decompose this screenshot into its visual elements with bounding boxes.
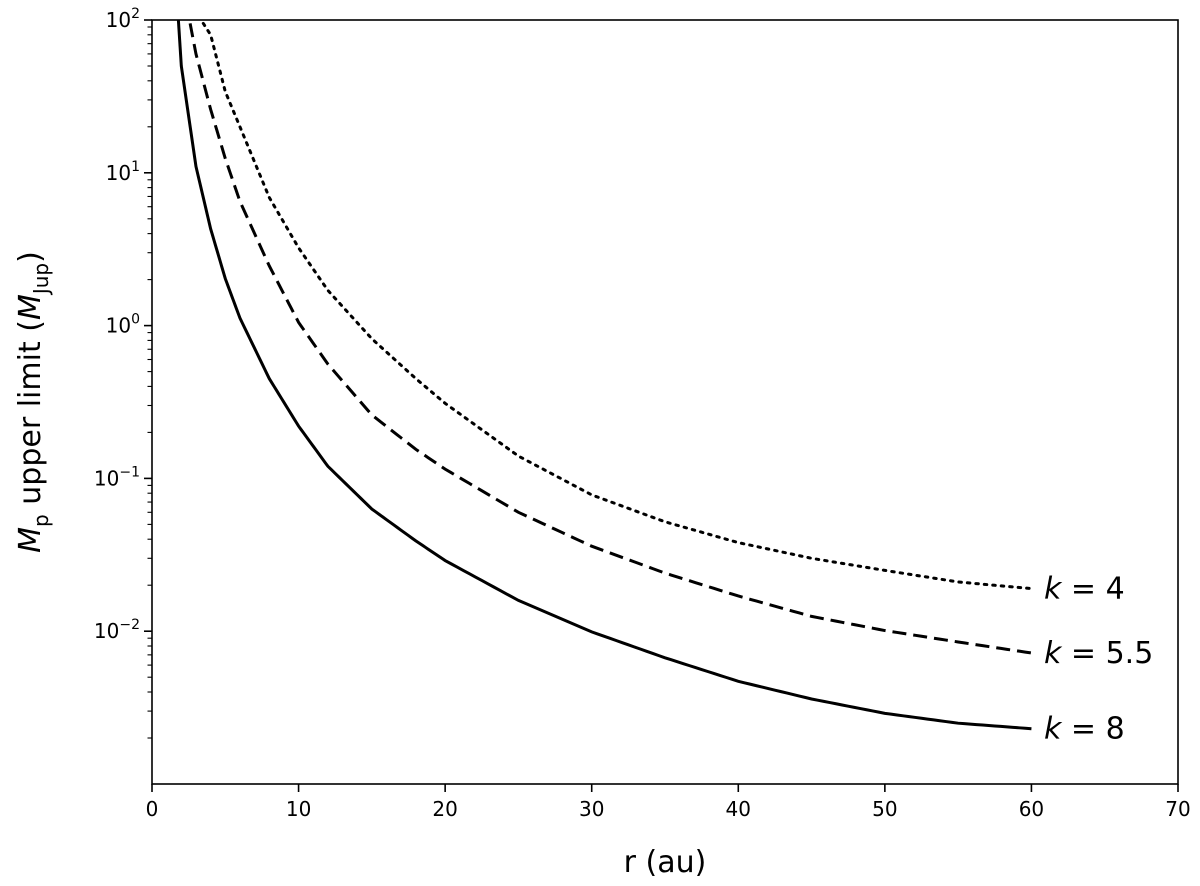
series-label-value: = 4 — [1061, 572, 1124, 607]
x-tick-label: 60 — [1019, 797, 1044, 821]
y-axis-label-unit: M — [13, 294, 48, 320]
y-tick-label-exp: 2 — [131, 6, 140, 22]
y-tick-label: 101 — [106, 159, 140, 185]
series-label-var: k — [1044, 572, 1063, 607]
series-labels: k = 4k = 5.5k = 8 — [1044, 572, 1153, 747]
x-tick-label: 70 — [1165, 797, 1190, 821]
series-label-value: = 5.5 — [1061, 636, 1153, 671]
y-tick-label: 100 — [106, 312, 140, 338]
y-tick-label-exp: −2 — [119, 617, 140, 633]
x-tick-label: 40 — [726, 797, 751, 821]
y-tick-label: 10−1 — [94, 464, 140, 490]
series-line-dashed — [188, 23, 1032, 655]
series-label-var: k — [1044, 712, 1063, 747]
y-axis-label-unit-sub: Jup — [29, 263, 53, 296]
series-label-value: = 8 — [1061, 712, 1124, 747]
y-tick-label: 10−2 — [94, 617, 140, 643]
series-label-var: k — [1044, 636, 1063, 671]
series-lines — [176, 19, 1033, 731]
x-axis: 0 10 20 30 40 50 60 70 — [146, 784, 1191, 821]
y-axis-label-symbol-sub: p — [29, 514, 53, 527]
y-tick-label-base: 10 — [94, 466, 119, 490]
x-tick-label: 50 — [872, 797, 897, 821]
series-line-solid — [176, 19, 1032, 731]
series-label: k = 5.5 — [1044, 636, 1153, 671]
y-tick-label-exp: 0 — [131, 312, 140, 328]
x-tick-label: 30 — [579, 797, 604, 821]
x-tick-label: 10 — [286, 797, 311, 821]
y-tick-label-base: 10 — [94, 619, 119, 643]
y-tick-label: 102 — [106, 6, 140, 32]
y-tick-label-base: 10 — [106, 8, 131, 32]
y-tick-label-exp: 1 — [131, 159, 140, 175]
y-axis-label-symbol: M — [13, 527, 48, 553]
y-axis-label-text: upper limit ( — [13, 320, 48, 514]
x-tick-label: 20 — [432, 797, 457, 821]
series-label: k = 8 — [1044, 712, 1125, 747]
y-axis-label-close: ) — [13, 251, 48, 263]
y-tick-label-base: 10 — [106, 314, 131, 338]
x-tick-label: 0 — [146, 797, 159, 821]
series-line-dotted — [201, 21, 1033, 591]
x-axis-label: r (au) — [624, 845, 707, 880]
plot-frame — [151, 19, 1179, 785]
y-tick-label-base: 10 — [106, 161, 131, 185]
y-tick-label-exp: −1 — [119, 464, 140, 480]
series-label: k = 4 — [1044, 572, 1125, 607]
y-axis-label: Mp upper limit (MJup) — [13, 251, 53, 553]
